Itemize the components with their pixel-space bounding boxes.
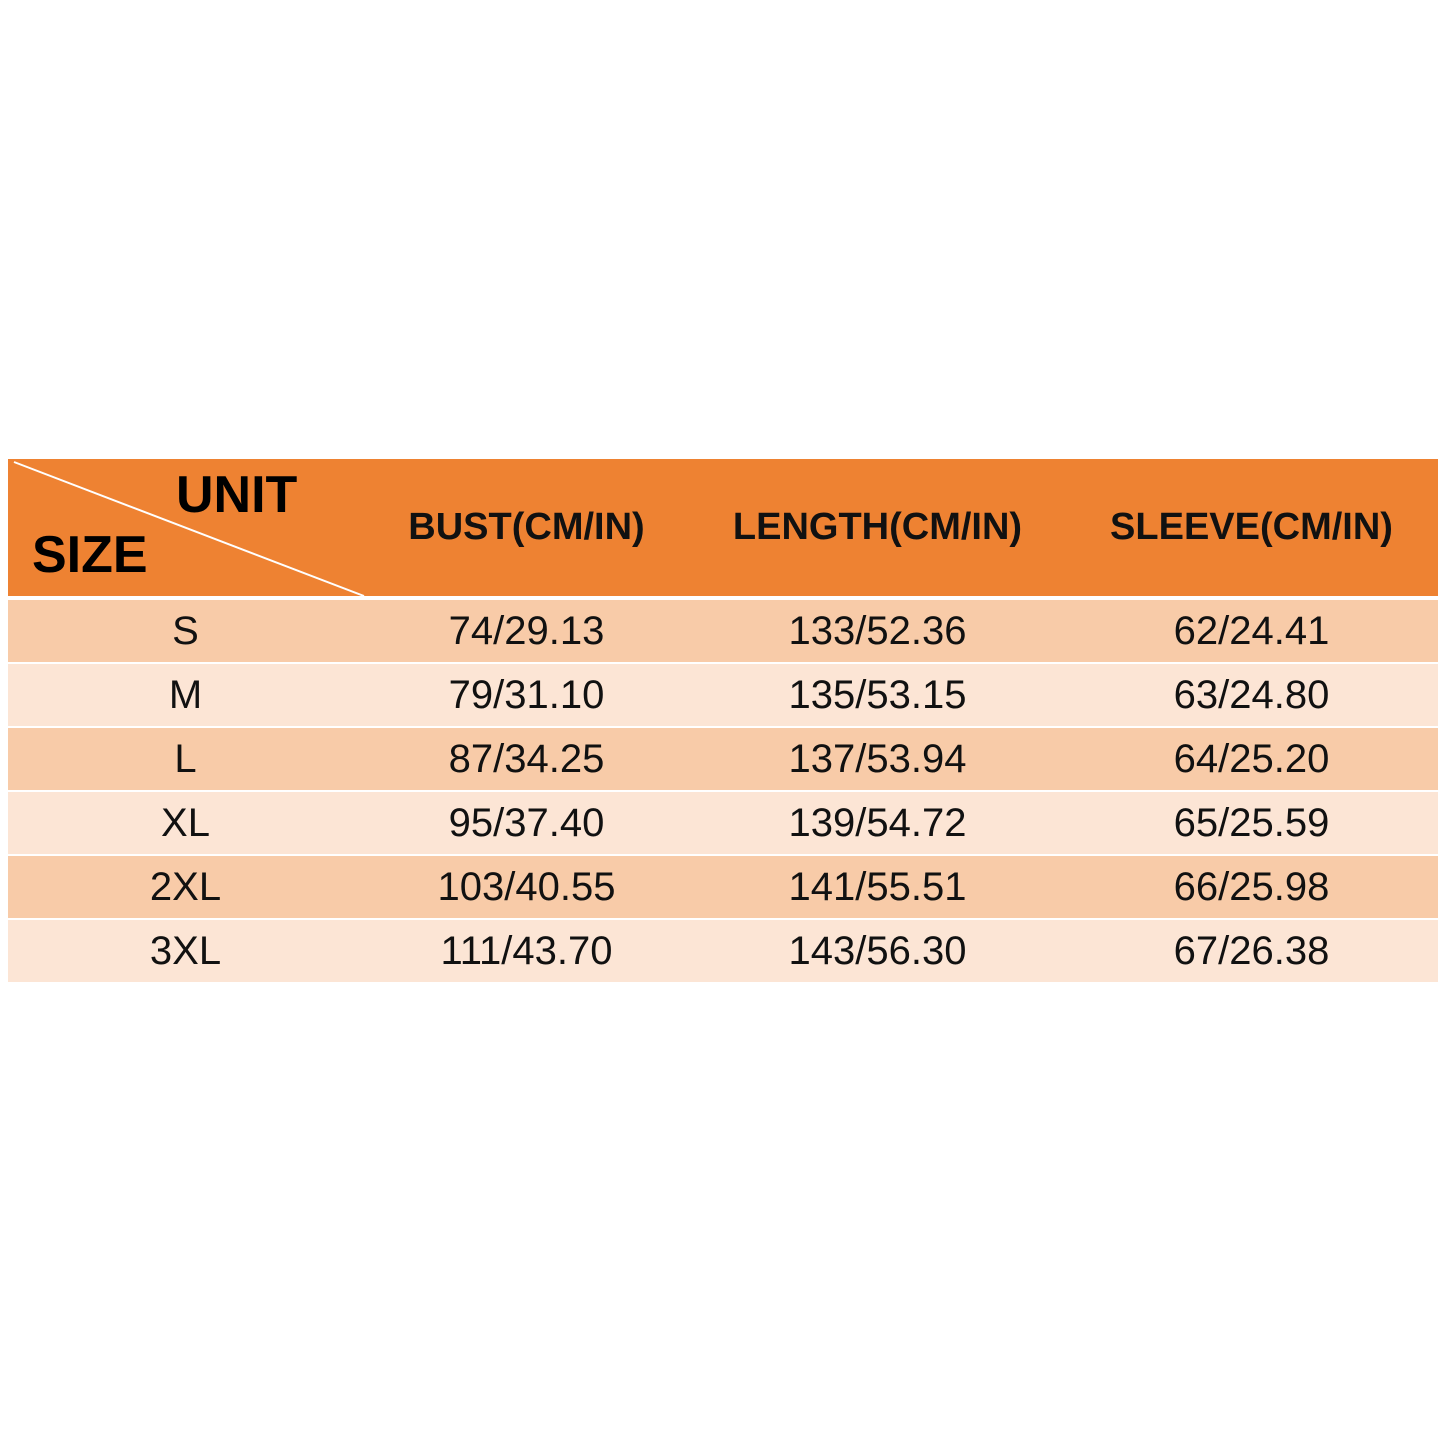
table-row: XL 95/37.40 139/54.72 65/25.59 <box>8 792 1438 854</box>
column-header: BUST(CM/IN) <box>408 506 645 548</box>
size-cell: 3XL <box>149 928 222 973</box>
size-cell: L <box>174 736 197 781</box>
value-cell: 135/53.15 <box>788 672 967 717</box>
size-cell: XL <box>161 800 210 845</box>
value-cell: 74/29.13 <box>448 608 605 653</box>
value-cell: 141/55.51 <box>788 864 967 909</box>
value-cell: 67/26.38 <box>1173 928 1330 973</box>
value-cell: 137/53.94 <box>788 736 967 781</box>
value-cell: 63/24.80 <box>1173 672 1330 717</box>
value-cell: 64/25.20 <box>1173 736 1330 781</box>
column-header: SLEEVE(CM/IN) <box>1110 506 1393 548</box>
table-header: UNIT SIZE BUST(CM/IN) LENGTH(CM/IN) SLEE… <box>8 459 1438 596</box>
value-cell: 87/34.25 <box>448 736 605 781</box>
column-header: LENGTH(CM/IN) <box>732 506 1023 548</box>
size-cell: M <box>168 672 203 717</box>
size-cell: S <box>172 608 199 653</box>
value-cell: 103/40.55 <box>437 864 616 909</box>
diagonal <box>13 461 365 596</box>
table-row: S 74/29.13 133/52.36 62/24.41 <box>8 600 1438 662</box>
table-row: 2XL 103/40.55 141/55.51 66/25.98 <box>8 856 1438 918</box>
value-cell: 65/25.59 <box>1173 800 1330 845</box>
value-cell: 66/25.98 <box>1173 864 1330 909</box>
size-label: SIZE <box>32 526 148 584</box>
value-cell: 62/24.41 <box>1173 608 1330 653</box>
size-cell: 2XL <box>149 864 222 909</box>
value-cell: 143/56.30 <box>788 928 967 973</box>
table-row: M 79/31.10 135/53.15 63/24.80 <box>8 664 1438 726</box>
table-row: L 87/34.25 137/53.94 64/25.20 <box>8 728 1438 790</box>
value-cell: 95/37.40 <box>448 800 605 845</box>
unit-label: UNIT <box>176 466 298 524</box>
value-cell: 139/54.72 <box>788 800 967 845</box>
table-row: 3XL 111/43.70 143/56.30 67/26.38 <box>8 920 1438 982</box>
value-cell: 79/31.10 <box>448 672 605 717</box>
value-cell: 133/52.36 <box>788 608 967 653</box>
value-cell: 111/43.70 <box>440 928 613 973</box>
